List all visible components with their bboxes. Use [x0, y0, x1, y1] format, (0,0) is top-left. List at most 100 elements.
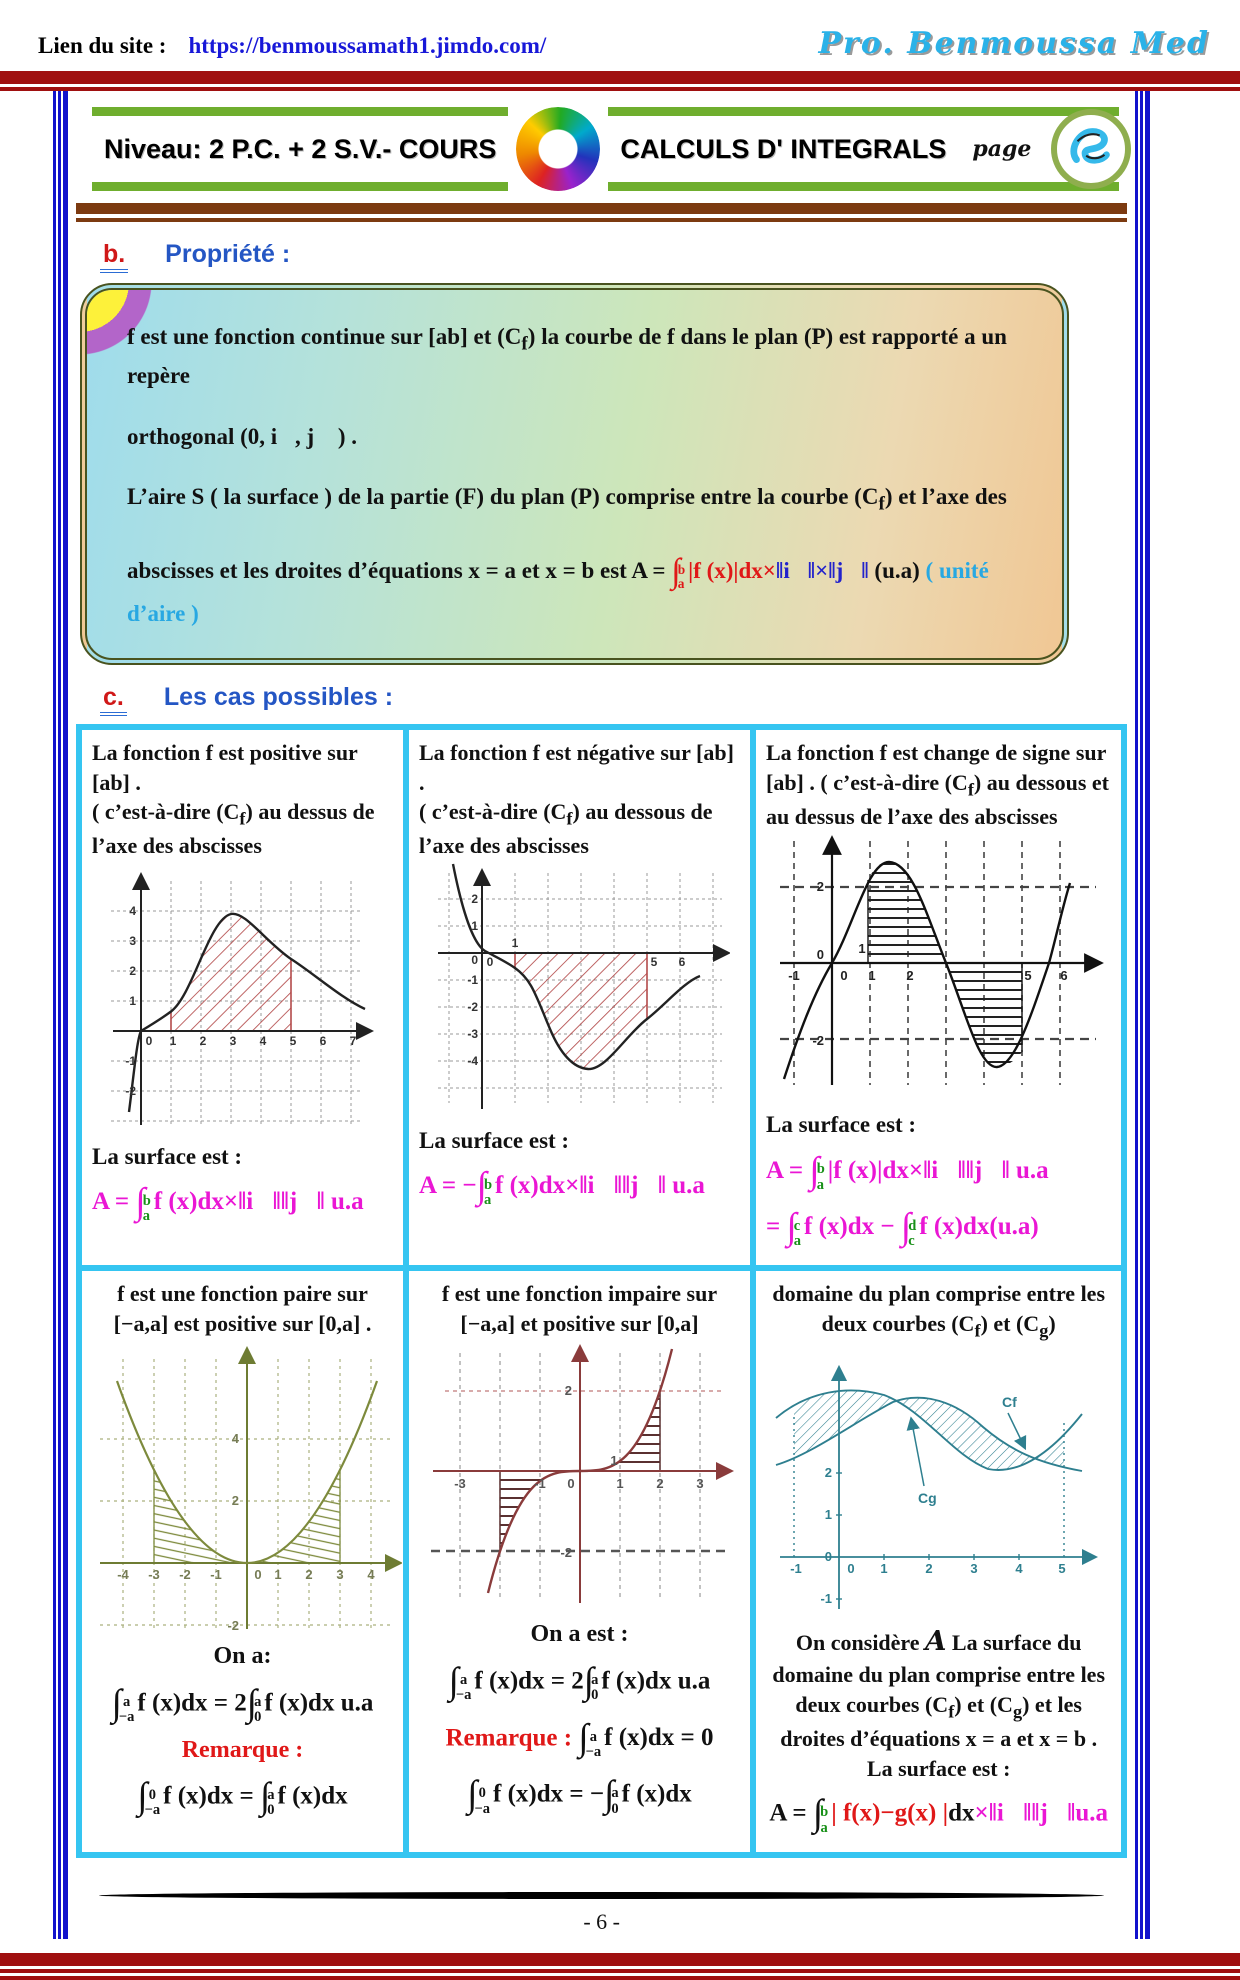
- svg-text:-2: -2: [227, 1618, 239, 1633]
- surface-formula: A = ∫ b a |f (x)|dx×‖i⃗‖‖j⃗‖ u.a: [766, 1150, 1049, 1193]
- shaded-area-positive: [867, 862, 946, 964]
- svg-text:2: 2: [232, 1493, 239, 1508]
- brown-rule-thin: [76, 218, 1128, 222]
- svg-text:4: 4: [232, 1431, 240, 1446]
- nine-swirl-logo-icon: [516, 107, 601, 191]
- svg-text:-1: -1: [820, 1591, 832, 1606]
- property-line-2: orthogonal (0, i⃗, j⃗ ) .: [127, 423, 357, 449]
- graph-odd-function: -3 -1 0 1 2 3 1 2 -2: [430, 1343, 734, 1603]
- svg-text:4: 4: [367, 1567, 375, 1582]
- shaded-area-negative: [945, 963, 1022, 1068]
- surface-formula-2: = ∫ c a f (x)dx − ∫ d c f (x)dx(u.a): [766, 1206, 1039, 1250]
- svg-text:1: 1: [129, 994, 136, 1008]
- svg-text:3: 3: [129, 934, 136, 948]
- course-level-banner: Niveau: 2 P.C. + 2 S.V.- COURS: [92, 107, 509, 191]
- svg-text:Cf: Cf: [1002, 1394, 1017, 1410]
- page-frame: Niveau: 2 P.C. + 2 S.V.- COURS CALCULS D…: [53, 91, 1151, 1939]
- section-c-title: Les cas possibles :: [163, 682, 394, 711]
- graph-even-function: -4 -3 -2 -1 0 1 2 3 4 4 2 -2: [100, 1345, 403, 1633]
- page-content: Niveau: 2 P.C. + 2 S.V.- COURS CALCULS D…: [68, 91, 1136, 1939]
- section-b-heading: b. Propriété :: [100, 240, 1127, 273]
- svg-text:-2: -2: [125, 1084, 136, 1098]
- svg-text:0: 0: [254, 1567, 261, 1582]
- svg-text:-2: -2: [560, 1545, 572, 1560]
- svg-text:1: 1: [511, 936, 518, 950]
- tick-labels: 0 1 5 6 2 1 0 -1 -2 -3 -4: [467, 892, 685, 1068]
- svg-text:1: 1: [610, 1453, 617, 1468]
- right-border-stripes: [1135, 91, 1151, 1939]
- svg-text:-1: -1: [790, 1561, 802, 1576]
- on-a-label: On a:: [213, 1643, 272, 1670]
- cases-grid: La fonction f est positive sur [ab] . ( …: [76, 723, 1128, 1858]
- property-line-3: L’aire S ( la surface ) de la partie (F)…: [127, 484, 1007, 515]
- lesson-title: CALCULS D' INTEGRALS: [620, 133, 947, 164]
- even-formula-2: ∫ 0 −a f (x)dx = ∫ a 0 f (x)dx: [137, 1775, 348, 1819]
- scribble-icon: [1070, 128, 1111, 164]
- svg-text:1: 1: [824, 1507, 831, 1522]
- property-line-1: f est une fonction continue sur [ab] et …: [127, 324, 1007, 389]
- svg-text:0: 0: [840, 968, 847, 983]
- shaded-area-left: [154, 1469, 247, 1563]
- site-url-link[interactable]: https://benmoussamath1.jimdo.com/: [188, 33, 547, 58]
- svg-text:2: 2: [925, 1561, 932, 1576]
- cell1-heading: La fonction f est positive sur [ab] .: [92, 739, 358, 795]
- shaded-area-right: [579, 1390, 660, 1471]
- on-a-label: On a est :: [530, 1621, 629, 1648]
- surface-label: La surface est :: [92, 1143, 243, 1169]
- shaded-area: [793, 1390, 1064, 1471]
- cell6-heading: domaine du plan comprise entre les deux …: [772, 1281, 1106, 1341]
- svg-text:1: 1: [471, 919, 478, 933]
- svg-text:5: 5: [1024, 968, 1031, 983]
- svg-text:3: 3: [336, 1567, 343, 1582]
- svg-text:-1: -1: [534, 1476, 546, 1491]
- cell6-paragraph: On considère A La surface du domaine du …: [772, 1624, 1106, 1781]
- svg-text:2: 2: [564, 1383, 571, 1398]
- lesson-title-banner: CALCULS D' INTEGRALS page: [608, 107, 1132, 191]
- svg-text:5: 5: [1058, 1561, 1065, 1576]
- case-cell-sign-change: La fonction f est change de signe sur [a…: [756, 730, 1122, 1272]
- page-number: - 6 -: [583, 1908, 621, 1934]
- svg-text:1: 1: [274, 1567, 281, 1582]
- x-tick-labels: 0 1 2 3 4 5 6 7: [145, 1034, 356, 1048]
- curve-f: [115, 1380, 379, 1564]
- tick-labels: -1 0 1 2 3 4 5 2 1 0 -1: [790, 1465, 1065, 1606]
- case-cell-even-function: f est une fonction paire sur [−a,a] est …: [82, 1271, 409, 1852]
- surface-label: La surface est :: [766, 1112, 917, 1138]
- title-band: Niveau: 2 P.C. + 2 S.V.- COURS CALCULS D…: [92, 107, 1132, 191]
- svg-text:4: 4: [259, 1034, 266, 1048]
- svg-text:3: 3: [970, 1561, 977, 1576]
- between-curves-formula: A = ∫ b a | f(x)−g(x) |dx×‖i⃗‖‖j⃗‖u.a: [769, 1793, 1108, 1836]
- cell3-heading: La fonction f est change de signe sur [a…: [766, 739, 1109, 829]
- site-label: Lien du site :: [38, 33, 167, 58]
- section-b-title: Propriété :: [165, 240, 291, 268]
- svg-text:-4: -4: [117, 1567, 129, 1582]
- shaded-area: [170, 913, 291, 1032]
- svg-text:2: 2: [305, 1567, 312, 1582]
- bottom-rules: [0, 1952, 1240, 1980]
- curve-f: [486, 1348, 673, 1594]
- svg-text:0: 0: [471, 953, 478, 967]
- odd-remark-line: Remarque : ∫ a −a f (x)dx = 0: [419, 1714, 740, 1765]
- svg-text:0: 0: [145, 1034, 152, 1048]
- svg-text:4: 4: [129, 904, 136, 918]
- cell4-heading: f est une fonction paire sur [−a,a] est …: [113, 1281, 372, 1337]
- svg-text:-1: -1: [467, 973, 478, 987]
- top-rule-gap: [0, 84, 1240, 87]
- property-line-4: abscisses et les droites d’équations x =…: [127, 551, 989, 627]
- svg-text:5: 5: [650, 955, 657, 969]
- section-c-heading: c. Les cas possibles :: [100, 682, 1127, 716]
- curve-f: [782, 861, 1071, 1080]
- bottom-rule-thin-2: [0, 1975, 1240, 1980]
- odd-formula: ∫ a −a f (x)dx = 2∫ a 0 f (x)dx u.a: [448, 1660, 711, 1704]
- svg-text:-1: -1: [125, 1054, 136, 1068]
- odd-formula-2: ∫ a −a f (x)dx = 0: [578, 1717, 714, 1760]
- tick-labels: -3 -1 0 1 2 3 1 2 -2: [454, 1383, 703, 1560]
- tick-labels: -4 -3 -2 -1 0 1 2 3 4 4 2 -2: [117, 1431, 375, 1633]
- shaded-area-right: [247, 1469, 340, 1563]
- curve-f: [451, 863, 700, 1071]
- graph-between-curves: Cf Cg -1 0 1 2 3 4 5 2 1 0 -1: [775, 1365, 1098, 1610]
- svg-text:0: 0: [816, 947, 823, 962]
- svg-text:-2: -2: [467, 1000, 478, 1014]
- svg-text:3: 3: [229, 1034, 236, 1048]
- odd-formula-3: ∫ 0 −a f (x)dx = −∫ a 0 f (x)dx: [467, 1774, 692, 1817]
